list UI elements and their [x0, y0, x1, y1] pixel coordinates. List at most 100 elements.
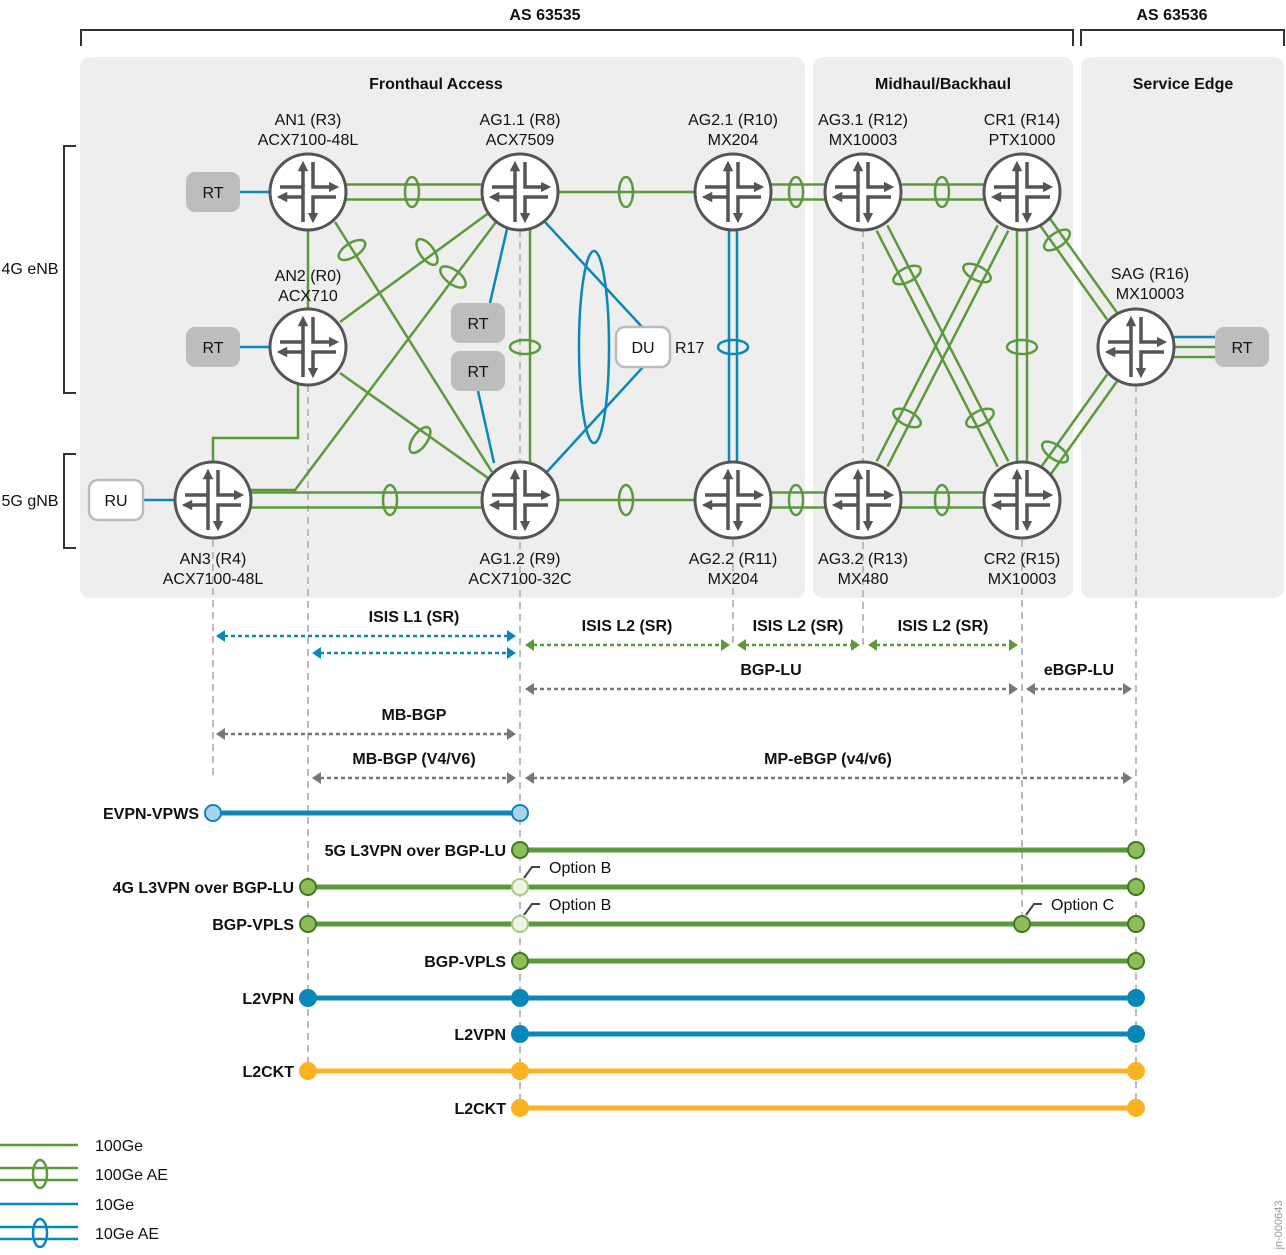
router-icon [173, 460, 253, 540]
router-icon [693, 152, 773, 232]
endpoint-label: RT [467, 316, 488, 333]
router-arrow [1025, 162, 1054, 193]
protocol-label: MB-BGP (V4/V6) [352, 751, 475, 768]
ae-bundle-icon-du [577, 249, 611, 445]
service-stitch-icon [511, 878, 529, 896]
ae-bundle-icon [965, 407, 995, 429]
arrowhead-left-icon [312, 647, 321, 659]
router-body [268, 307, 348, 387]
arrowhead-right-icon [507, 647, 516, 659]
link-line [1048, 217, 1118, 314]
router-arrow [212, 503, 241, 532]
side-label-5g-gnb: 5G gNB [2, 493, 59, 510]
service-row: 5G L3VPN over BGP-LU [325, 841, 1145, 860]
protocol-arrow: MB-BGP [216, 707, 516, 740]
link-line [1039, 224, 1109, 321]
link-line [488, 228, 509, 304]
link-AN1-AG11 [346, 175, 482, 209]
protocol-arrow: MB-BGP (V4/V6) [312, 751, 516, 784]
ae-bundle-icon [892, 264, 922, 286]
router-icon [982, 460, 1062, 540]
link-line [339, 371, 489, 480]
service-label: L2CKT [454, 1101, 506, 1118]
service-endpoint-icon [299, 915, 317, 933]
arrowhead-left-icon [525, 639, 534, 651]
router-arrow [519, 503, 548, 532]
service-endpoint-icon [511, 841, 529, 859]
legend-label: 100Ge AE [95, 1167, 168, 1184]
service-endpoint-icon [511, 1025, 529, 1043]
side-label-4g-enb: 4G eNB [2, 261, 59, 278]
endpoint-label: RT [202, 340, 223, 357]
router-body [693, 460, 773, 540]
legend-label: 10Ge AE [95, 1226, 159, 1243]
link-rt4-AG12 [476, 390, 496, 464]
endpoint-rt2: RT [186, 327, 240, 367]
link-line [476, 390, 496, 464]
endpoint-box [451, 303, 505, 343]
service-label: BGP-VPLS [424, 954, 506, 971]
legend-label: 100Ge [95, 1138, 143, 1155]
annotation-leader [1025, 903, 1042, 916]
legend-item: 100Ge AE [0, 1158, 168, 1190]
protocol-arrow: ISIS L2 (SR) [868, 618, 1018, 651]
link-AN3-AG11 [251, 221, 497, 492]
protocol-arrow: BGP-LU [525, 662, 1018, 695]
router-arrow [311, 317, 340, 348]
endpoint-ru: RU [87, 478, 145, 522]
router-icon [823, 460, 903, 540]
arrowhead-left-icon [216, 630, 225, 642]
service-endpoint-icon [299, 878, 317, 896]
endpoint-box [1215, 327, 1269, 367]
endpoint-label: RT [202, 185, 223, 202]
link-line [544, 221, 644, 329]
as-label-right: AS 63536 [1136, 7, 1207, 24]
protocol-label: ISIS L2 (SR) [898, 618, 989, 635]
router-arrow [732, 195, 761, 224]
link-AG12-du [544, 366, 644, 475]
router-arrow [866, 162, 895, 193]
node-model-CR1: PTX1000 [989, 132, 1056, 149]
service-endpoint-icon [1127, 952, 1145, 970]
side-bracket-4g [63, 145, 76, 394]
link-AG22-AG32 [771, 483, 825, 517]
node-model-CR2: MX10003 [988, 571, 1057, 588]
link-line [544, 366, 644, 475]
service-stitch-icon [511, 989, 529, 1007]
arrowhead-right-icon [507, 728, 516, 740]
arrowhead-right-icon [851, 639, 860, 651]
link-CR1-SAG [1039, 217, 1118, 321]
ae-bundle-icon [617, 175, 635, 209]
protocol-label: BGP-LU [740, 662, 801, 679]
arrowhead-left-icon [868, 639, 877, 651]
endpoint-label: RT [1231, 340, 1252, 357]
protocol-arrow: ISIS L2 (SR) [525, 618, 730, 651]
router-arrow [311, 162, 340, 193]
link-line [339, 210, 491, 324]
router-icon [693, 460, 773, 540]
arrowhead-left-icon [312, 772, 321, 784]
service-label: EVPN-VPWS [103, 806, 199, 823]
endpoint-rt3: RT [451, 303, 505, 343]
router-body [982, 152, 1062, 232]
ae-bundle-icon [962, 262, 992, 284]
protocol-arrow: MP-eBGP (v4/v6) [525, 751, 1132, 784]
protocol-label: MB-BGP [382, 707, 447, 724]
annotation-leader [523, 866, 540, 879]
protocol-label: eBGP-LU [1044, 662, 1114, 679]
region-panel-service-edge [1081, 57, 1284, 598]
ae-bundle-icon [787, 175, 805, 209]
link-line [251, 221, 497, 492]
endpoint-label: DU [631, 340, 654, 357]
ae-bundle-icon [933, 483, 951, 517]
router-arrow [307, 350, 336, 379]
router-arrow [307, 195, 336, 224]
link-line [1048, 380, 1118, 477]
router-body [480, 460, 560, 540]
region-title-midhaul: Midhaul/Backhaul [875, 76, 1011, 93]
arrowhead-right-icon [507, 772, 516, 784]
node-model-AN3: ACX7100-48L [163, 571, 264, 588]
legend-item: 10Ge [0, 1197, 134, 1214]
ae-bundle-icon [617, 483, 635, 517]
node-name-CR1: CR1 (R14) [984, 112, 1060, 129]
